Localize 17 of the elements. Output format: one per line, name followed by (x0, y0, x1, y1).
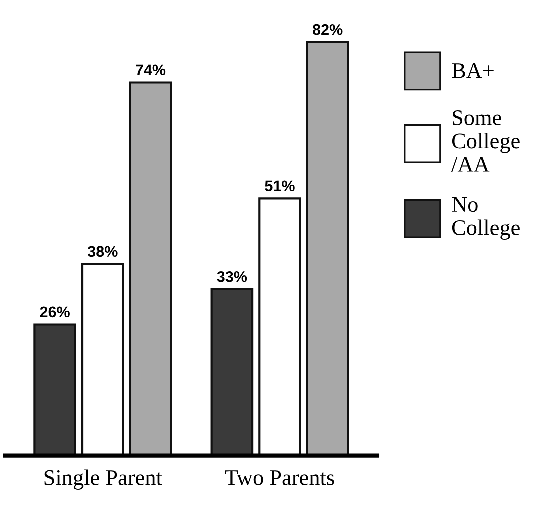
bar (129, 82, 172, 456)
data-label: 33% (217, 271, 248, 282)
data-label: 38% (88, 246, 118, 258)
data-label: 26% (40, 306, 70, 318)
bar (210, 288, 254, 456)
legend-label: No College (452, 197, 520, 240)
legend-label: Some College /AA (452, 110, 520, 172)
bar (306, 41, 350, 456)
bar (34, 324, 76, 456)
data-label: 74% (136, 64, 166, 76)
bar (81, 263, 124, 456)
legend-label: BA+ (452, 63, 494, 78)
bar (258, 198, 302, 456)
data-label: 51% (265, 180, 295, 192)
x-tick-label: Two Parents (225, 470, 334, 486)
x-tick-label: Single Parent (44, 470, 162, 490)
data-label: 82% (313, 24, 343, 36)
